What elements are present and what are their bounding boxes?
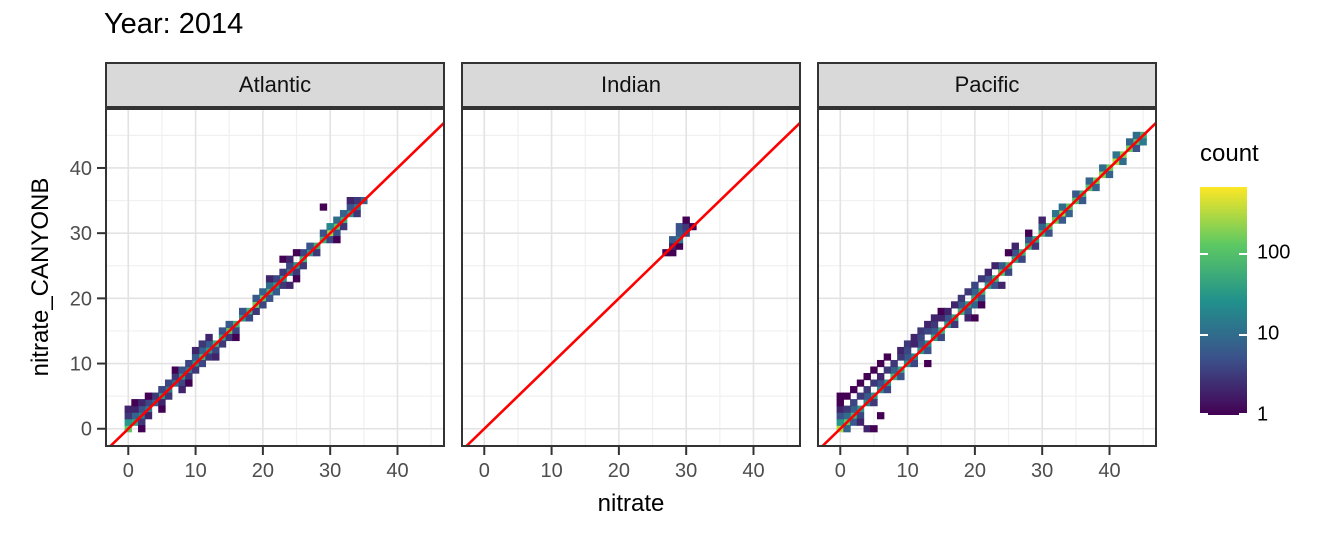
y-tick-label: 20 [70, 288, 92, 310]
facet-strip-pacific: Pacific [817, 62, 1157, 108]
facet-strip-pacific-label: Pacific [954, 72, 1020, 97]
x-tick-label: 0 [479, 460, 490, 482]
x-tick-label: 20 [964, 460, 986, 482]
x-tick-label: 20 [608, 460, 630, 482]
facet-panel-atlantic [105, 108, 445, 447]
colorbar-tick-label: 1 [1257, 403, 1269, 426]
x-axis-title: nitrate [597, 490, 665, 517]
x-tick-label: 0 [835, 460, 846, 482]
colorbar-tick [1200, 333, 1208, 336]
identity-line [820, 121, 1157, 447]
x-axis-pacific: 0 10 20 30 40 [835, 447, 1121, 482]
colorbar-tick-label: 100 [1257, 241, 1291, 264]
x-tick-label: 30 [1031, 460, 1053, 482]
x-tick-label: 40 [386, 460, 408, 482]
y-tick-label: 30 [70, 223, 92, 245]
facet-panel-pacific [817, 108, 1157, 447]
x-tick-label: 40 [742, 460, 764, 482]
x-tick-label: 30 [675, 460, 697, 482]
gridlines [461, 108, 801, 447]
facet-strip-atlantic: Atlantic [105, 62, 445, 108]
colorbar-tick [1239, 252, 1247, 255]
x-tick-label: 10 [184, 460, 206, 482]
facet-strip-indian-label: Indian [601, 72, 661, 97]
y-axis: 0 10 20 30 40 [70, 158, 105, 441]
legend-title: count [1200, 140, 1259, 167]
gridlines [817, 108, 1157, 447]
x-tick-label: 40 [1098, 460, 1120, 482]
gridlines [105, 108, 445, 447]
x-tick-label: 30 [319, 460, 341, 482]
x-tick-label: 0 [123, 460, 134, 482]
identity-line [464, 121, 801, 447]
facet-strip-indian: Indian [461, 62, 801, 108]
colorbar-tick [1239, 333, 1247, 336]
y-tick-label: 40 [70, 158, 92, 180]
x-tick-label: 20 [252, 460, 274, 482]
plot-title: Year: 2014 [104, 8, 244, 40]
x-tick-label: 10 [896, 460, 918, 482]
y-tick-label: 10 [70, 354, 92, 376]
facet-strip-atlantic-label: Atlantic [238, 72, 312, 97]
x-axis-atlantic: 0 10 20 30 40 [123, 447, 409, 482]
y-tick-label: 0 [81, 419, 92, 441]
colorbar-tick [1200, 252, 1208, 255]
x-axis-indian: 0 10 20 30 40 [479, 447, 765, 482]
colorbar-tick-label: 10 [1257, 322, 1280, 345]
legend-colorbar [1200, 187, 1247, 415]
colorbar-tick [1200, 413, 1208, 415]
identity-line [108, 121, 445, 447]
x-tick-label: 10 [540, 460, 562, 482]
facet-panel-indian [461, 108, 801, 447]
colorbar-tick [1239, 413, 1247, 415]
y-axis-title: nitrate_CANYONB [27, 177, 54, 377]
legend: count 100 10 1 [1200, 140, 1340, 440]
